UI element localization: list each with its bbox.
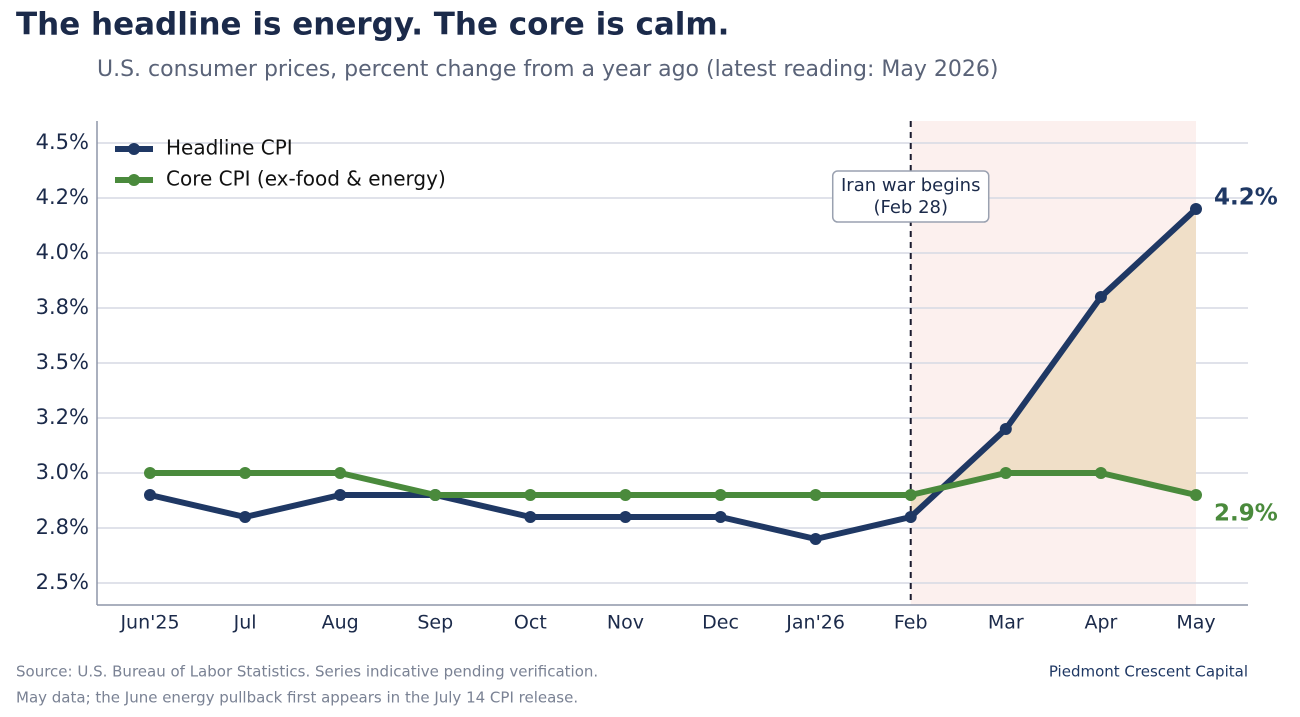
data-point	[714, 489, 727, 501]
annotation-text: Iran war begins	[841, 175, 980, 196]
x-tick-label: Jun'25	[119, 612, 179, 634]
source-line: May data; the June energy pullback first…	[16, 689, 578, 707]
x-tick-label: Dec	[702, 612, 739, 634]
annotation: Iran war begins(Feb 28)	[831, 170, 990, 223]
data-point	[1094, 291, 1107, 303]
value-label: 4.2%	[1214, 185, 1278, 211]
x-tick-label: Nov	[607, 612, 644, 634]
x-tick-label: Oct	[514, 612, 547, 634]
data-point	[144, 489, 156, 501]
series-line	[150, 470, 1197, 498]
x-tick-label: Aug	[322, 612, 359, 634]
x-tick-label: Mar	[988, 612, 1024, 634]
y-tick-label: 4.5%	[36, 130, 89, 154]
legend-marker	[128, 143, 140, 155]
brand: Piedmont Crescent Capital	[1049, 663, 1248, 681]
data-point	[239, 467, 252, 479]
data-point	[429, 489, 442, 501]
data-point	[809, 489, 822, 501]
data-point	[1190, 489, 1202, 501]
data-point	[524, 489, 537, 501]
data-point	[524, 511, 537, 523]
legend-marker	[128, 174, 140, 186]
chart-subtitle: U.S. consumer prices, percent change fro…	[97, 57, 998, 82]
y-tick-label: 2.5%	[36, 570, 89, 594]
x-tick-label: Jan'26	[785, 612, 845, 634]
legend-label: Headline CPI	[166, 136, 293, 160]
data-point	[619, 511, 632, 523]
data-point	[999, 423, 1012, 435]
data-point	[334, 467, 347, 479]
annotation-box	[831, 170, 990, 223]
x-tick-label: Feb	[894, 612, 928, 634]
x-tick-label: Sep	[417, 612, 453, 634]
data-point	[809, 533, 822, 545]
y-tick-label: 3.8%	[36, 295, 89, 319]
data-point	[999, 467, 1012, 479]
data-point	[619, 489, 632, 501]
y-tick-label: 4.2%	[36, 185, 89, 209]
x-tick-label: Apr	[1084, 612, 1117, 634]
data-point	[714, 511, 727, 523]
data-point	[904, 511, 917, 523]
x-tick-label: May	[1176, 612, 1215, 634]
y-tick-label: 2.8%	[36, 515, 89, 539]
source-line: Source: U.S. Bureau of Labor Statistics.…	[16, 663, 598, 681]
x-tick-label: Jul	[233, 612, 257, 634]
chart-title: The headline is energy. The core is calm…	[16, 7, 729, 43]
data-point	[239, 511, 252, 523]
series-line	[149, 206, 1199, 542]
y-tick-label: 4.0%	[36, 240, 89, 264]
y-tick-label: 3.0%	[36, 460, 89, 484]
data-point	[334, 489, 347, 501]
annotation-text: (Feb 28)	[873, 197, 948, 218]
data-point	[904, 489, 917, 501]
data-point	[1094, 467, 1107, 479]
data-point	[144, 467, 156, 479]
y-tick-label: 3.5%	[36, 350, 89, 374]
data-point	[1190, 203, 1202, 215]
y-tick-label: 3.2%	[36, 405, 89, 429]
legend-label: Core CPI (ex-food & energy)	[166, 167, 446, 191]
value-label: 2.9%	[1214, 501, 1278, 527]
